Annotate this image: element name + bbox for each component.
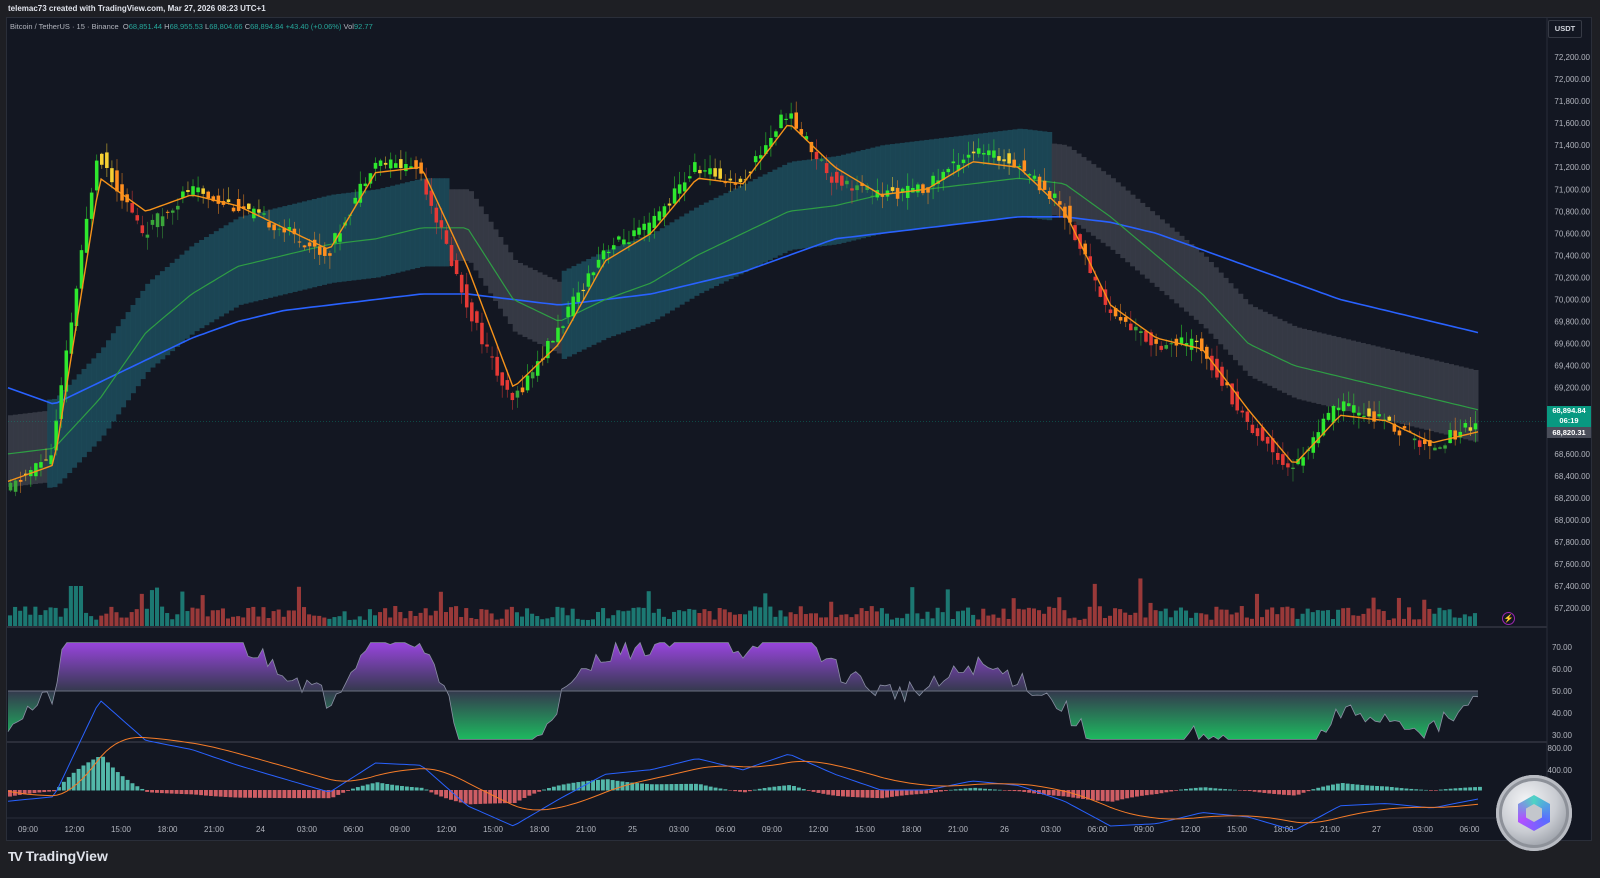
time-tick: 15:00 bbox=[1227, 825, 1248, 834]
time-tick: 03:00 bbox=[669, 825, 690, 834]
high-value: 68,955.53 bbox=[169, 22, 203, 31]
price-tick: 70,200.00 bbox=[1554, 273, 1590, 282]
price-tick: 68,400.00 bbox=[1554, 472, 1590, 481]
top-bar: telemac73 created with TradingView.com, … bbox=[0, 0, 1600, 18]
svg-text:60.00: 60.00 bbox=[1552, 665, 1573, 674]
price-tick: 69,600.00 bbox=[1554, 340, 1590, 349]
price-tick: 69,800.00 bbox=[1554, 318, 1590, 327]
time-tick: 12:00 bbox=[808, 825, 829, 834]
time-tick: 18:00 bbox=[157, 825, 178, 834]
price-tick: 67,800.00 bbox=[1554, 538, 1590, 547]
price-tick: 71,800.00 bbox=[1554, 97, 1590, 106]
time-tick: 09:00 bbox=[390, 825, 411, 834]
time-tick: 06:00 bbox=[715, 825, 736, 834]
bar-countdown: 06:19 bbox=[1559, 416, 1579, 425]
price-tick: 72,200.00 bbox=[1554, 53, 1590, 62]
time-tick: 03:00 bbox=[1041, 825, 1062, 834]
time-tick: 12:00 bbox=[436, 825, 457, 834]
price-tick: 71,400.00 bbox=[1554, 141, 1590, 150]
price-tick: 72,000.00 bbox=[1554, 75, 1590, 84]
svg-text:800.00: 800.00 bbox=[1548, 744, 1573, 753]
time-tick: 06:00 bbox=[1087, 825, 1108, 834]
credit-text: telemac73 created with TradingView.com, … bbox=[8, 4, 266, 13]
time-tick: 06:00 bbox=[343, 825, 364, 834]
change-value: +43.40 (+0.06%) bbox=[285, 22, 342, 31]
currency-button[interactable]: USDT bbox=[1548, 20, 1582, 38]
svg-text:50.00: 50.00 bbox=[1552, 687, 1573, 696]
time-tick: 21:00 bbox=[576, 825, 597, 834]
time-tick: 24 bbox=[256, 825, 265, 834]
time-tick: 03:00 bbox=[297, 825, 318, 834]
last-price-tag: 68,894.84 06:19 bbox=[1547, 406, 1591, 427]
svg-text:30.00: 30.00 bbox=[1552, 731, 1573, 740]
time-tick: 27 bbox=[1372, 825, 1381, 834]
price-tick: 67,200.00 bbox=[1554, 604, 1590, 613]
price-tick: 67,400.00 bbox=[1554, 582, 1590, 591]
price-tick: 68,000.00 bbox=[1554, 516, 1590, 525]
price-tick: 68,600.00 bbox=[1554, 450, 1590, 459]
time-tick: 18:00 bbox=[901, 825, 922, 834]
volume-value: 92.77 bbox=[353, 22, 373, 31]
time-tick: 18:00 bbox=[529, 825, 550, 834]
svg-text:400.00: 400.00 bbox=[1548, 766, 1573, 775]
price-tick: 70,000.00 bbox=[1554, 296, 1590, 305]
svg-text:70.00: 70.00 bbox=[1552, 643, 1573, 652]
time-tick: 15:00 bbox=[483, 825, 504, 834]
time-tick: 18:00 bbox=[1273, 825, 1294, 834]
last-price: 68,894.84 bbox=[1552, 406, 1586, 415]
symbol-name[interactable]: Bitcoin / TetherUS · 15 · Binance bbox=[10, 22, 119, 31]
close-value: 68,894.84 bbox=[250, 22, 284, 31]
price-tick: 70,400.00 bbox=[1554, 251, 1590, 260]
time-tick: 26 bbox=[1000, 825, 1009, 834]
open-value: 68,851.44 bbox=[128, 22, 163, 31]
tradingview-brand[interactable]: TV TradingView bbox=[8, 848, 108, 864]
time-tick: 12:00 bbox=[64, 825, 85, 834]
tradingview-logo-icon: TV bbox=[8, 848, 23, 864]
price-tick: 69,200.00 bbox=[1554, 384, 1590, 393]
time-tick: 09:00 bbox=[762, 825, 783, 834]
price-tick: 70,600.00 bbox=[1554, 229, 1590, 238]
time-tick: 15:00 bbox=[855, 825, 876, 834]
time-tick: 21:00 bbox=[204, 825, 225, 834]
price-tick: 71,200.00 bbox=[1554, 163, 1590, 172]
price-tick: 71,600.00 bbox=[1554, 119, 1590, 128]
svg-text:40.00: 40.00 bbox=[1552, 709, 1573, 718]
time-tick: 09:00 bbox=[18, 825, 39, 834]
time-tick: 15:00 bbox=[111, 825, 132, 834]
time-tick: 03:00 bbox=[1413, 825, 1434, 834]
price-tick: 69,400.00 bbox=[1554, 362, 1590, 371]
price-tick: 67,600.00 bbox=[1554, 560, 1590, 569]
low-value: 68,804.66 bbox=[209, 22, 243, 31]
price-tick: 71,000.00 bbox=[1554, 185, 1590, 194]
time-tick: 21:00 bbox=[948, 825, 969, 834]
time-tick: 12:00 bbox=[1180, 825, 1201, 834]
coin-logo-icon bbox=[1496, 775, 1572, 851]
price-tick: 68,200.00 bbox=[1554, 494, 1590, 503]
lightning-icon[interactable]: ⚡ bbox=[1502, 612, 1515, 625]
time-tick: 06:00 bbox=[1459, 825, 1480, 834]
time-tick: 09:00 bbox=[1134, 825, 1155, 834]
price-tick: 70,800.00 bbox=[1554, 207, 1590, 216]
time-tick: 21:00 bbox=[1320, 825, 1341, 834]
time-tick: 25 bbox=[628, 825, 637, 834]
brand-name: TradingView bbox=[25, 848, 108, 864]
symbol-legend: Bitcoin / TetherUS · 15 · Binance O68,85… bbox=[10, 22, 373, 31]
secondary-price-tag: 68,820.31 bbox=[1547, 427, 1591, 438]
